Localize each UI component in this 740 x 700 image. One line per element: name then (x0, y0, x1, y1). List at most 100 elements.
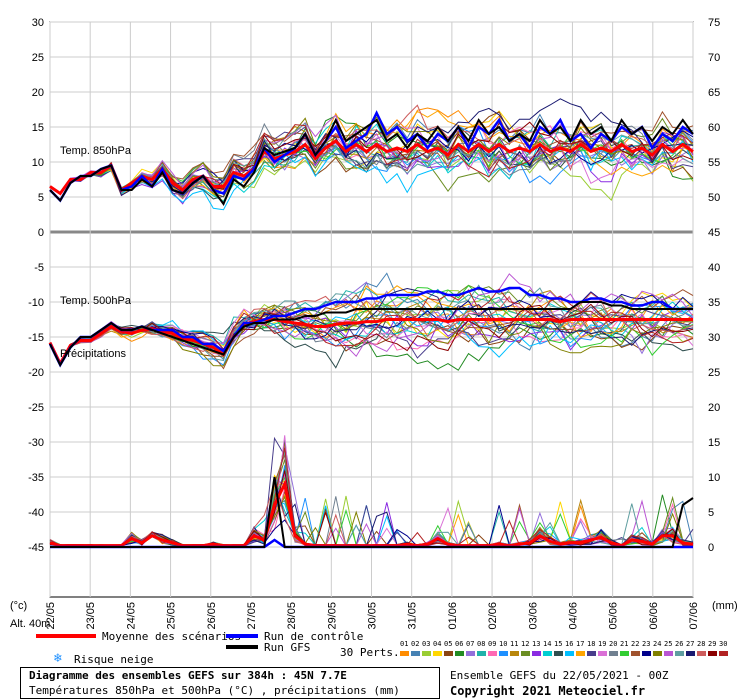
y-tick-right: 60 (708, 122, 720, 134)
member-number: 04 (433, 640, 442, 648)
legend-mean-label: Moyenne des scénarios (102, 630, 242, 643)
member-swatch (620, 651, 629, 656)
member-number: 21 (620, 640, 629, 648)
precip-label: Précipitations (60, 348, 127, 360)
member-number: 02 (411, 640, 420, 648)
member-swatch (400, 651, 409, 656)
y-tick-right: 20 (708, 402, 720, 414)
footer-copyright: Copyright 2021 Meteociel.fr (450, 684, 646, 698)
member-swatch (455, 651, 464, 656)
legend-mean-swatch (36, 634, 96, 638)
footer-subtitle: Températures 850hPa et 500hPa (°C) , pré… (29, 684, 400, 697)
left-unit: (°c) (10, 600, 27, 612)
x-tick-label: 23/05 (85, 602, 97, 630)
y-tick-right: 55 (708, 157, 720, 169)
control-t500-line (48, 286, 693, 368)
x-tick-label: 28/05 (286, 602, 298, 630)
member-number: 14 (543, 640, 552, 648)
member-t850-line (49, 114, 694, 194)
member-swatch (543, 651, 552, 656)
y-tick-left: -15 (28, 332, 44, 344)
y-tick-left: 5 (38, 192, 44, 204)
t850-label: Temp. 850hPa (60, 145, 132, 157)
x-tick-label: 05/06 (608, 602, 620, 630)
member-number: 23 (642, 640, 651, 648)
y-tick-right: 75 (708, 17, 720, 29)
y-tick-right: 40 (708, 262, 720, 274)
y-tick-left: -20 (28, 367, 44, 379)
member-swatch (422, 651, 431, 656)
member-swatch (466, 651, 475, 656)
member-swatch (653, 651, 662, 656)
x-tick-label: 24/05 (125, 602, 137, 630)
member-number: 08 (477, 640, 486, 648)
member-swatch (587, 651, 596, 656)
member-swatch (411, 651, 420, 656)
member-swatch (565, 651, 574, 656)
x-tick-label: 26/05 (206, 602, 218, 630)
legend-gfs-swatch (226, 645, 258, 649)
member-swatch (433, 651, 442, 656)
member-number: 25 (664, 640, 673, 648)
member-number: 13 (532, 640, 541, 648)
y-tick-right: 10 (708, 472, 720, 484)
legend-perts-label: 30 Perts. (340, 646, 400, 659)
member-number: 11 (510, 640, 519, 648)
x-tick-label: 02/06 (487, 602, 499, 630)
member-t850-line (49, 139, 694, 211)
member-swatch (609, 651, 618, 656)
member-number: 18 (587, 640, 596, 648)
member-swatch (554, 651, 563, 656)
x-tick-label: 07/06 (688, 602, 700, 630)
y-tick-left: -30 (28, 437, 44, 449)
member-swatch (532, 651, 541, 656)
gfs-precip-line (50, 476, 694, 548)
y-tick-right: 25 (708, 367, 720, 379)
member-swatch (598, 651, 607, 656)
y-tick-right: 50 (708, 192, 720, 204)
legend-gfs-label: Run GFS (264, 641, 311, 654)
member-number: 29 (708, 640, 717, 648)
member-number: 01 (400, 640, 409, 648)
member-number: 19 (598, 640, 607, 648)
x-tick-label: 22/05 (45, 602, 57, 630)
member-number: 06 (455, 640, 464, 648)
y-tick-left: -45 (28, 542, 44, 554)
x-tick-label: 06/06 (648, 602, 660, 630)
y-tick-left: -10 (28, 297, 44, 309)
y-tick-right: 70 (708, 52, 720, 64)
member-number: 17 (576, 640, 585, 648)
legend-control-label: Run de contrôle (264, 630, 364, 643)
y-tick-right: 5 (708, 507, 714, 519)
member-swatch (664, 651, 673, 656)
y-tick-left: 15 (32, 122, 44, 134)
member-number: 16 (565, 640, 574, 648)
member-precip-line (49, 478, 694, 547)
y-tick-left: -5 (34, 262, 44, 274)
member-swatch (708, 651, 717, 656)
member-swatch (499, 651, 508, 656)
y-tick-right: 15 (708, 437, 720, 449)
x-tick-label: 25/05 (166, 602, 178, 630)
y-tick-left: 25 (32, 52, 44, 64)
member-number: 12 (521, 640, 530, 648)
member-swatch (697, 651, 706, 656)
y-tick-right: 35 (708, 297, 720, 309)
member-swatch (642, 651, 651, 656)
footer-run-info: Ensemble GEFS du 22/05/2021 - 00Z (450, 669, 669, 682)
main-lines (48, 110, 694, 549)
t500-label: Temp. 500hPa (60, 295, 132, 307)
y-tick-right: 45 (708, 227, 720, 239)
member-swatch (488, 651, 497, 656)
member-number: 05 (444, 640, 453, 648)
y-tick-left: 10 (32, 157, 44, 169)
member-t850-line (49, 110, 694, 194)
y-tick-right: 0 (708, 542, 714, 554)
x-tick-label: 29/05 (326, 602, 338, 630)
x-tick-label: 03/06 (527, 602, 539, 630)
y-tick-left: 20 (32, 87, 44, 99)
member-number: 22 (631, 640, 640, 648)
x-tick-label: 30/05 (367, 602, 379, 630)
mean-t850-line (49, 139, 694, 196)
